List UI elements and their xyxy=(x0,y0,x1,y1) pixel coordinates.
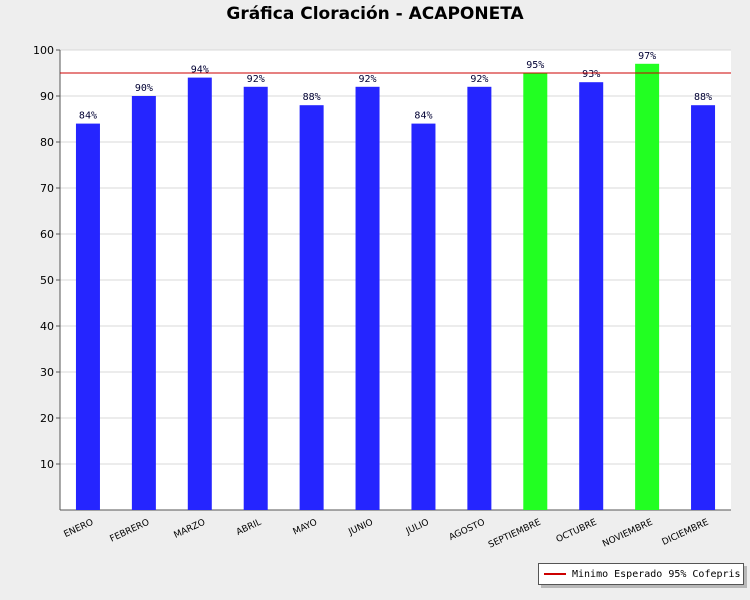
x-tick-label: FEBRERO xyxy=(109,518,152,545)
bar xyxy=(75,123,100,510)
bar xyxy=(243,86,268,511)
x-tick-label: DICIEMBRE xyxy=(661,518,711,548)
bar xyxy=(635,63,660,511)
bar xyxy=(299,105,324,510)
y-tick-label: 70 xyxy=(40,182,54,195)
legend: Minimo Esperado 95% Cofepris xyxy=(538,563,744,585)
y-tick-label: 100 xyxy=(33,44,54,57)
bar-value-label: 92% xyxy=(470,74,488,85)
x-tick-label: AGOSTO xyxy=(448,518,487,543)
x-tick-label: MARZO xyxy=(173,518,208,541)
x-tick-label: OCTUBRE xyxy=(555,518,599,546)
bar-value-label: 88% xyxy=(303,92,321,103)
bar-value-label: 84% xyxy=(79,111,97,122)
y-tick-label: 40 xyxy=(40,320,54,333)
x-tick-label: JULIO xyxy=(404,518,431,538)
y-tick-label: 60 xyxy=(40,228,54,241)
bar-value-label: 93% xyxy=(582,69,600,80)
legend-label: Minimo Esperado 95% Cofepris xyxy=(572,568,741,580)
x-tick-label: SEPTIEMBRE xyxy=(487,518,543,551)
bar xyxy=(411,123,436,510)
y-tick-label: 90 xyxy=(40,90,54,103)
x-tick-label: NOVIEMBRE xyxy=(601,518,654,550)
bar-value-label: 90% xyxy=(135,83,153,94)
x-tick-label: ENERO xyxy=(62,518,95,540)
bar xyxy=(691,105,716,510)
bar xyxy=(355,86,380,511)
bar-value-label: 84% xyxy=(414,111,432,122)
bar xyxy=(131,96,156,510)
bar-value-label: 94% xyxy=(191,65,209,76)
y-tick-label: 80 xyxy=(40,136,54,149)
bar-value-label: 88% xyxy=(694,92,712,103)
bar xyxy=(579,82,604,510)
bar-value-label: 92% xyxy=(247,74,265,85)
y-tick-label: 10 xyxy=(40,458,54,471)
bar xyxy=(187,77,212,510)
y-tick-label: 50 xyxy=(40,274,54,287)
x-tick-label: JUNIO xyxy=(346,518,374,538)
legend-line-swatch xyxy=(544,573,566,575)
x-tick-label: ABRIL xyxy=(235,518,263,538)
bar xyxy=(467,86,492,511)
bar-value-label: 95% xyxy=(526,60,544,71)
y-tick-label: 30 xyxy=(40,366,54,379)
bar-value-label: 92% xyxy=(359,74,377,85)
chart-title: Gráfica Cloración - ACAPONETA xyxy=(226,4,524,24)
bar xyxy=(523,73,548,510)
x-tick-label: MAYO xyxy=(292,518,319,538)
bar-value-label: 97% xyxy=(638,51,656,62)
y-tick-label: 20 xyxy=(40,412,54,425)
